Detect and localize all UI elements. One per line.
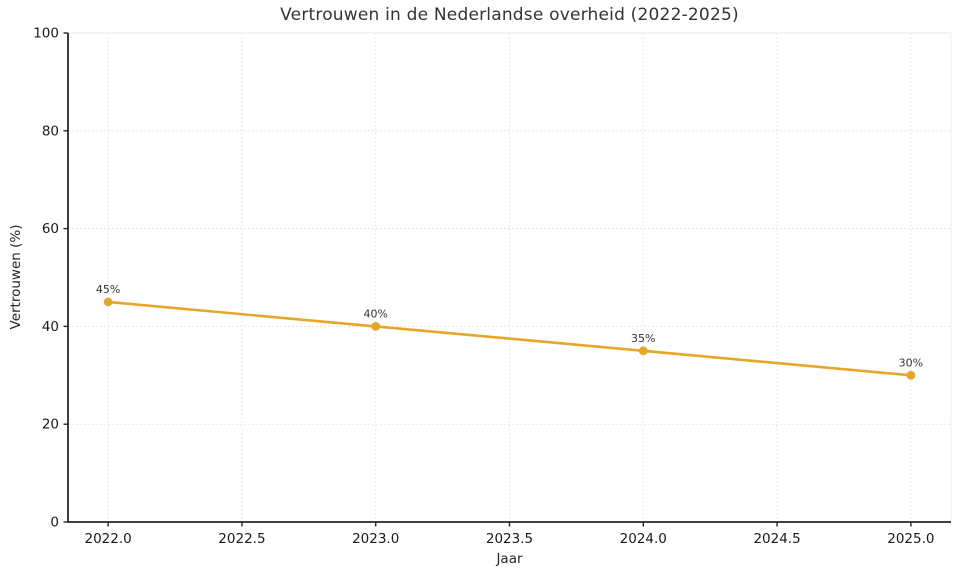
x-tick-label: 2022.0 — [85, 531, 132, 547]
y-tick-label: 60 — [42, 221, 59, 237]
x-tick-label: 2025.0 — [887, 531, 934, 547]
y-tick-label: 40 — [42, 319, 59, 335]
y-tick-label: 0 — [50, 515, 59, 531]
trend-line — [106, 300, 913, 377]
data-point-label: 35% — [631, 332, 655, 345]
y-tick-label: 20 — [42, 417, 59, 433]
y-tick-label: 80 — [42, 123, 59, 139]
data-point-marker — [638, 346, 648, 356]
data-point-marker — [103, 297, 113, 307]
x-tick-label: 2022.5 — [218, 531, 265, 547]
data-point-label: 40% — [363, 307, 387, 320]
x-axis-label: Jaar — [496, 551, 523, 567]
y-tick-label: 100 — [33, 26, 59, 42]
data-point-marker — [371, 322, 381, 331]
chart-title: Vertrouwen in de Nederlandse overheid (2… — [280, 5, 739, 25]
x-tick-label: 2023.5 — [486, 531, 533, 547]
x-tick-label: 2024.0 — [620, 531, 667, 547]
data-point-label: 30% — [899, 356, 923, 369]
data-point-marker — [906, 370, 916, 380]
x-tick-label: 2023.0 — [352, 531, 399, 547]
x-tick-label: 2024.5 — [753, 531, 800, 547]
data-point-label: 45% — [96, 283, 120, 296]
